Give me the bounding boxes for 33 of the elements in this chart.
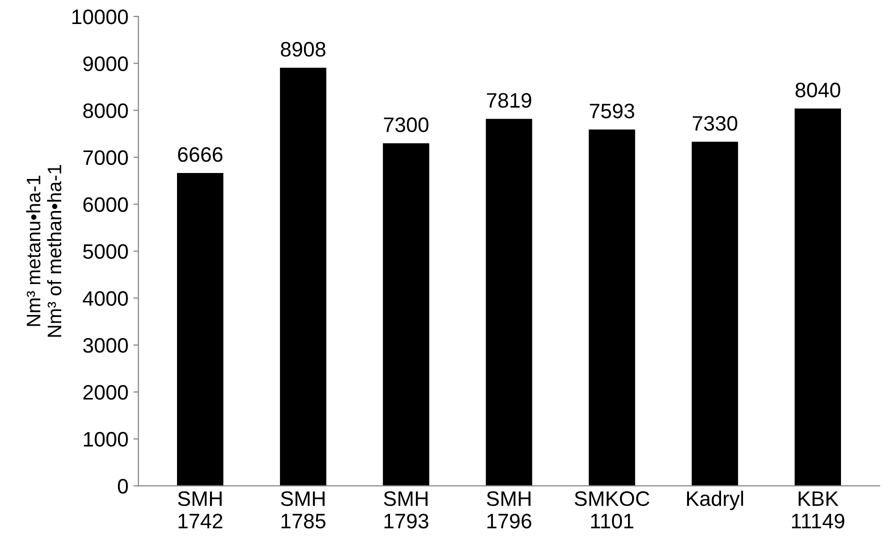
y-tick-label: 4000 — [82, 291, 128, 306]
x-tick-label: SMH 1785 — [280, 491, 326, 528]
y-tick-label: 0 — [118, 478, 128, 494]
x-tick-label: SMH 1796 — [486, 491, 532, 528]
data-label: 8040 — [796, 82, 840, 98]
x-tick-label: Kadryl — [687, 490, 744, 510]
data-label: 7300 — [384, 117, 428, 132]
y-tick-label: 5000 — [83, 244, 128, 259]
x-tick-label: SMH 1793 — [384, 491, 428, 528]
bar — [794, 108, 841, 486]
x-tick-label: SMH 1742 — [178, 491, 222, 528]
bar — [177, 172, 224, 486]
data-label: 7819 — [486, 93, 532, 108]
y-tick-label: 2000 — [83, 384, 128, 400]
bar — [280, 68, 326, 486]
y-axis-title: Nm³ metanu•ha-1 Nm³ of methan•ha-1 — [26, 164, 62, 337]
x-tick-label: SMKOC 1101 — [574, 491, 650, 528]
data-label: 8908 — [280, 42, 326, 57]
y-tick-label: 7000 — [83, 150, 128, 166]
bar — [692, 142, 738, 486]
data-label: 6666 — [178, 147, 222, 162]
y-tick-label: 6000 — [83, 197, 128, 212]
bar — [588, 129, 636, 486]
bar — [382, 143, 430, 486]
y-tick-label: 9000 — [83, 56, 128, 72]
y-tick-label: 1000 — [84, 432, 128, 447]
data-label: 7593 — [590, 104, 634, 118]
y-tick-label: 8000 — [83, 103, 128, 118]
y-tick-label: 10000 — [72, 9, 128, 24]
y-tick-label: 3000 — [83, 338, 128, 353]
x-tick-label: KBK 11149 — [792, 491, 844, 528]
bar — [486, 118, 532, 486]
data-label: 7330 — [692, 116, 738, 131]
